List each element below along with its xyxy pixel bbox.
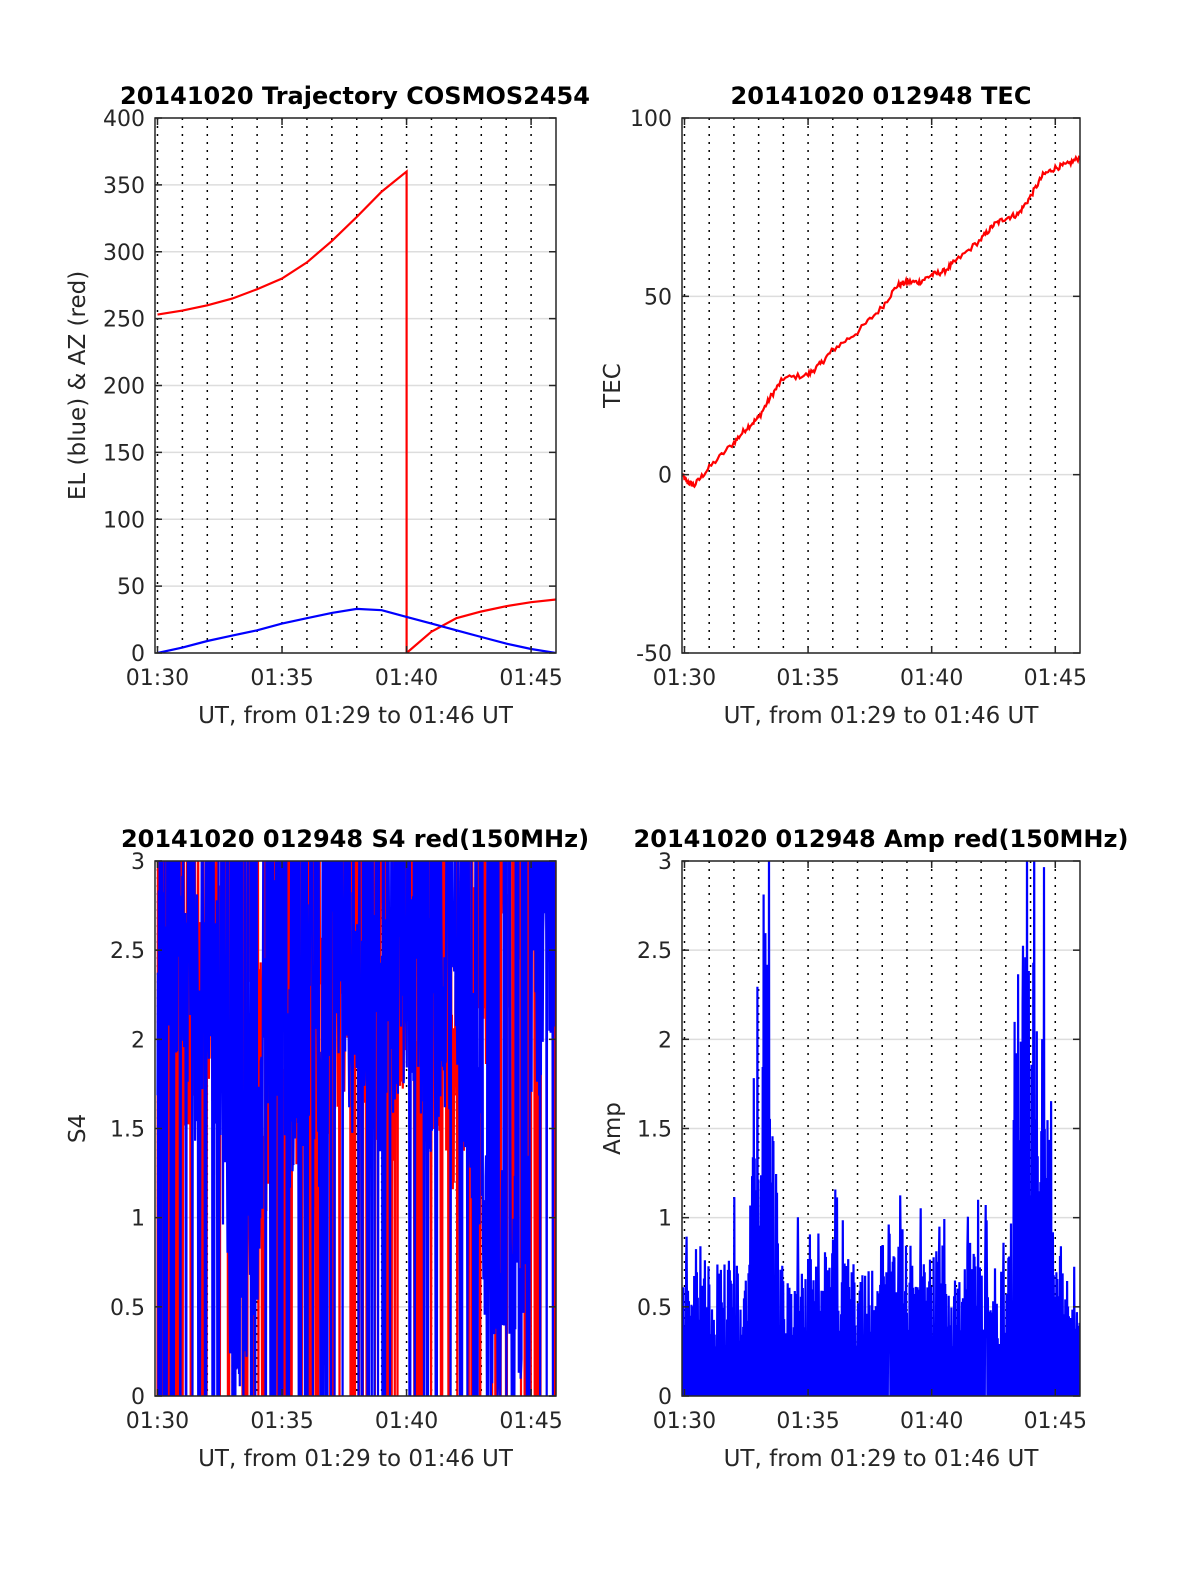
amp-ytick-label: 2 <box>658 1028 672 1053</box>
trajectory-ytick-label: 200 <box>103 375 145 400</box>
s4-ylabel: S4 <box>65 1114 91 1143</box>
trajectory-xtick-label: 01:45 <box>499 666 562 691</box>
amp-xtick-label: 01:30 <box>653 1409 716 1434</box>
amp-ytick-label: 1.5 <box>637 1118 672 1143</box>
s4-xtick-label: 01:40 <box>375 1409 438 1434</box>
s4-ytick-label: 0 <box>131 1385 145 1410</box>
tec-ytick-label: 0 <box>658 464 672 489</box>
amp-ytick-label: 2.5 <box>637 939 672 964</box>
tec-ytick-label: -50 <box>636 642 672 667</box>
s4-xtick-label: 01:35 <box>250 1409 313 1434</box>
trajectory-xtick-label: 01:30 <box>126 666 189 691</box>
s4-ytick-label: 1.5 <box>110 1118 145 1143</box>
tec-series-red <box>682 154 1080 489</box>
tec-xtick-label: 01:30 <box>653 666 716 691</box>
tec-xlabel: UT, from 01:29 to 01:46 UT <box>724 703 1040 729</box>
amp-xlabel: UT, from 01:29 to 01:46 UT <box>724 1446 1040 1472</box>
s4-title: 20141020 012948 S4 red(150MHz) <box>121 825 589 853</box>
s4-series-blue <box>156 861 556 1396</box>
tec-xtick-label: 01:40 <box>900 666 963 691</box>
trajectory-ylabel: EL (blue) & AZ (red) <box>65 271 91 500</box>
trajectory-ytick-label: 50 <box>117 575 145 600</box>
amp-series-blue <box>682 861 1080 1396</box>
amp-xtick-label: 01:40 <box>900 1409 963 1434</box>
tec-ytick-label: 50 <box>644 285 672 310</box>
trajectory-title: 20141020 Trajectory COSMOS2454 <box>120 82 590 110</box>
trajectory-ytick-label: 0 <box>131 642 145 667</box>
s4-ytick-label: 2.5 <box>110 939 145 964</box>
tec-title: 20141020 012948 TEC <box>731 82 1032 110</box>
s4-ytick-label: 0.5 <box>110 1296 145 1321</box>
amp-ylabel: Amp <box>600 1102 626 1155</box>
trajectory-ytick-label: 100 <box>103 508 145 533</box>
tec-ytick-label: 100 <box>630 107 672 132</box>
amp-xtick-label: 01:45 <box>1024 1409 1087 1434</box>
trajectory-ytick-label: 400 <box>103 107 145 132</box>
amp-xtick-label: 01:35 <box>776 1409 839 1434</box>
amp-panel: 0 0.5 1 1.5 2 2.5 3 01:30 01:35 01:40 01:45 2014102… <box>600 825 1128 1472</box>
trajectory-ytick-label: 250 <box>103 308 145 333</box>
s4-ytick-label: 2 <box>131 1028 145 1053</box>
amp-ytick-label: 0 <box>658 1385 672 1410</box>
trajectory-xlabel: UT, from 01:29 to 01:46 UT <box>198 703 514 729</box>
s4-xtick-label: 01:30 <box>126 1409 189 1434</box>
trajectory-series-red <box>157 169 556 653</box>
s4-xlabel: UT, from 01:29 to 01:46 UT <box>198 1446 514 1472</box>
amp-ytick-label: 0.5 <box>637 1296 672 1321</box>
amp-ytick-label: 3 <box>658 850 672 875</box>
tec-xtick-label: 01:45 <box>1024 666 1087 691</box>
trajectory-ytick-label: 350 <box>103 174 145 199</box>
trajectory-ytick-label: 300 <box>103 241 145 266</box>
trajectory-ytick-label: 150 <box>103 441 145 466</box>
amp-title: 20141020 012948 Amp red(150MHz) <box>634 825 1129 853</box>
s4-ytick-label: 3 <box>131 850 145 875</box>
trajectory-xtick-label: 01:40 <box>375 666 438 691</box>
trajectory-xtick-label: 01:35 <box>250 666 313 691</box>
tec-panel: -50 0 50 100 01:30 01:35 01:40 01:45 20141020 01… <box>600 82 1087 729</box>
amp-ytick-label: 1 <box>658 1207 672 1232</box>
tec-xtick-label: 01:35 <box>776 666 839 691</box>
trajectory-series-blue <box>157 607 556 653</box>
s4-xtick-label: 01:45 <box>499 1409 562 1434</box>
s4-panel: 0 0.5 1 1.5 2 2.5 3 01:30 01:35 01:40 01:45 2014102… <box>65 825 589 1472</box>
s4-ytick-label: 1 <box>131 1207 145 1232</box>
tec-ylabel: TEC <box>600 363 626 409</box>
trajectory-panel: 0 50 100 150 200 250 300 350 400 01:30 01:35 01:40 0… <box>65 82 590 729</box>
tec-axes <box>681 117 1081 654</box>
